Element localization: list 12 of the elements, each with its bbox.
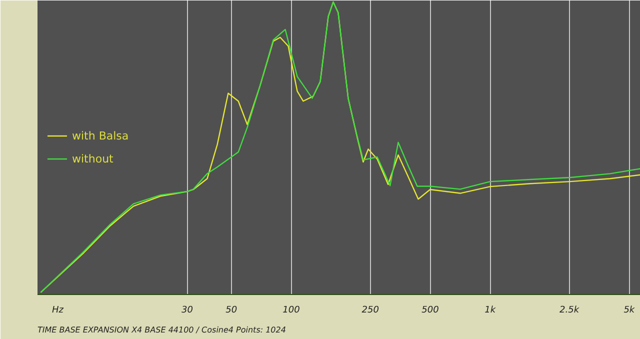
legend-label: without bbox=[72, 152, 114, 165]
x-tick-label: 250 bbox=[362, 306, 380, 316]
x-tick-label: 1k bbox=[484, 306, 496, 316]
x-tick-label: 5k bbox=[624, 306, 636, 316]
x-tick-label: 30 bbox=[182, 306, 194, 316]
text: TIME BASE EXPANSION X4 BASE 44100 / Cosine4 Points: 1024 bbox=[38, 326, 286, 334]
x-tick-label: Hz bbox=[52, 306, 64, 316]
x-tick-label: 50 bbox=[226, 306, 238, 316]
legend-label: with Balsa bbox=[72, 129, 129, 142]
x-tick-label: 2.5k bbox=[560, 306, 580, 316]
x-tick-label: 500 bbox=[422, 306, 440, 316]
x-tick-label: 100 bbox=[282, 306, 300, 316]
